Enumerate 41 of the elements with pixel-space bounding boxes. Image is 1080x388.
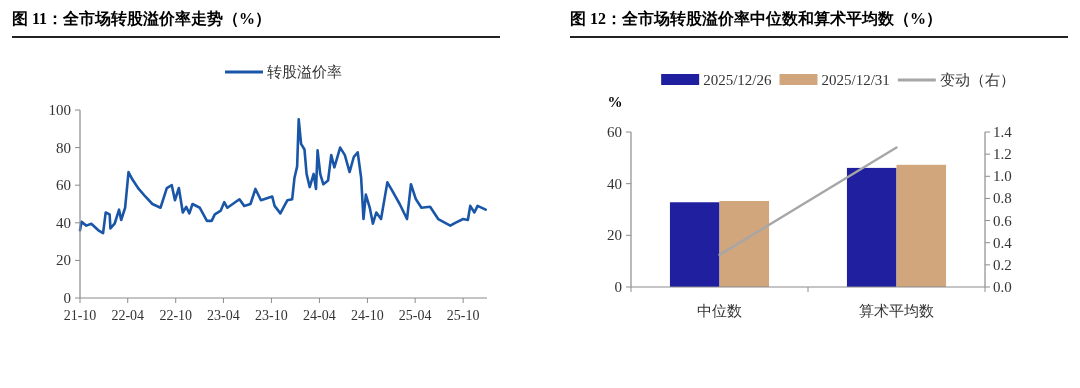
x-tick-label: 25-04: [398, 308, 432, 323]
x-tick-label: 22-10: [159, 308, 193, 323]
y-tick-label: 60: [607, 124, 622, 140]
legend-label: 2025/12/31: [821, 72, 890, 88]
x-tick-label: 算术平均数: [859, 303, 934, 319]
y-tick-label: 40: [607, 175, 622, 192]
y2-tick-label: 1.4: [993, 124, 1013, 140]
bar: [846, 167, 897, 287]
x-tick-label: 21-10: [63, 308, 97, 323]
y-tick-label: 20: [607, 227, 622, 244]
y-tick-label: 20: [56, 252, 71, 269]
y-tick-label: 60: [56, 177, 71, 194]
line-series: [78, 118, 487, 235]
y-tick-label: 0: [614, 279, 622, 295]
y2-tick-label: 0.0: [993, 279, 1012, 295]
y2-tick-label: 0.4: [993, 234, 1013, 251]
x-tick-label: 24-04: [303, 308, 336, 323]
bar: [896, 164, 947, 287]
bar: [669, 202, 720, 287]
chart-title: 图 11：全市场转股溢价率走势（%）: [12, 9, 272, 28]
x-tick-label: 中位数: [697, 303, 742, 319]
y2-tick-label: 0.6: [993, 212, 1013, 229]
y-tick-label: 100: [48, 102, 71, 118]
x-tick-label: 22-04: [111, 308, 145, 323]
legend-label: 变动（右）: [939, 72, 1015, 88]
y-axis-title: %: [607, 94, 623, 110]
y-tick-label: 80: [56, 139, 71, 156]
legend-label: 转股溢价率: [267, 64, 342, 80]
chart-title: 图 12：全市场转股溢价率中位数和算术平均数（%）: [570, 9, 942, 28]
y2-tick-label: 0.2: [993, 256, 1012, 273]
y-tick-label: 40: [56, 214, 71, 231]
y2-tick-label: 1.2: [993, 146, 1012, 163]
x-tick-label: 25-10: [446, 308, 480, 323]
bar: [719, 200, 770, 287]
y2-tick-label: 0.8: [993, 190, 1012, 207]
legend-label: 2025/12/26: [703, 72, 772, 88]
y2-tick-label: 1.0: [993, 168, 1012, 185]
y-tick-label: 0: [63, 290, 71, 306]
x-tick-label: 23-04: [207, 308, 240, 323]
x-tick-label: 24-10: [351, 308, 384, 323]
x-tick-label: 23-10: [255, 308, 288, 323]
